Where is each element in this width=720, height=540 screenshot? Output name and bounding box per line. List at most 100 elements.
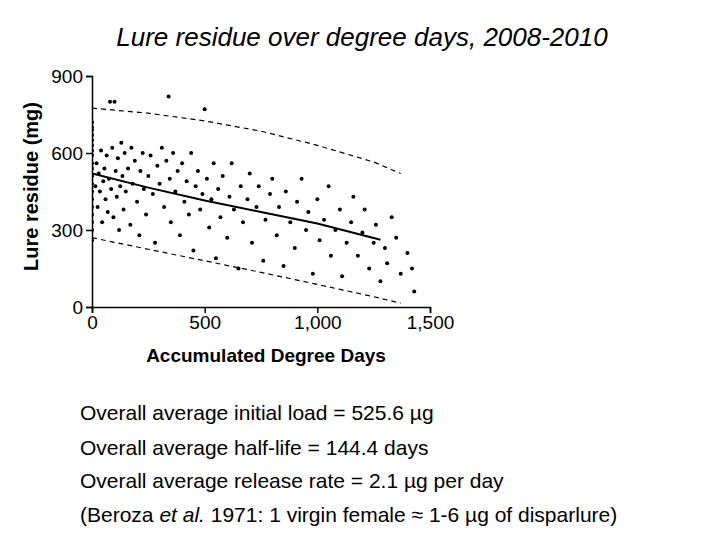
point	[367, 267, 371, 271]
point	[282, 264, 286, 268]
point	[304, 228, 308, 232]
annotation-text: (Beroza	[80, 503, 159, 526]
y-tick-label: 300	[51, 220, 83, 241]
x-tick-label: 500	[189, 312, 221, 333]
point	[311, 272, 315, 276]
point	[182, 200, 186, 204]
point	[214, 256, 218, 260]
point	[245, 197, 249, 201]
point	[92, 238, 94, 242]
point	[198, 207, 202, 211]
point	[191, 249, 195, 253]
y-axis-title: Lure residue (mg)	[20, 102, 42, 271]
point	[270, 177, 274, 181]
point	[146, 174, 150, 178]
point	[122, 207, 126, 211]
point	[116, 156, 120, 160]
point	[92, 120, 94, 124]
y-tick-mark	[86, 153, 92, 155]
point	[106, 210, 110, 214]
point	[203, 107, 207, 111]
point	[92, 143, 94, 147]
point	[250, 241, 254, 245]
point	[410, 267, 414, 271]
point	[104, 197, 108, 201]
point	[105, 154, 109, 158]
point	[300, 177, 304, 181]
point	[160, 146, 164, 150]
point	[218, 215, 222, 219]
point	[93, 184, 97, 188]
point	[92, 148, 94, 152]
plot-area	[92, 95, 416, 304]
point	[405, 251, 409, 255]
title: Lure residue over degree days, 2008-2010	[116, 22, 608, 52]
annotation-text: et al.	[159, 503, 205, 526]
y-tick: 600	[51, 143, 92, 164]
point	[412, 290, 416, 294]
point	[115, 195, 119, 199]
point	[189, 151, 193, 155]
point	[128, 223, 132, 227]
point	[92, 133, 94, 137]
point	[109, 187, 113, 191]
y-tick-label: 900	[51, 66, 83, 87]
point	[212, 161, 216, 165]
point	[141, 151, 145, 155]
point	[185, 179, 189, 183]
y-tick: 900	[51, 66, 92, 87]
point	[295, 200, 299, 204]
annotation-text: Overall average release rate = 2.1 µg pe…	[80, 469, 504, 492]
y-tick: 300	[51, 220, 92, 241]
y-tick-mark	[86, 307, 92, 309]
annotation-text: Overall average initial load = 525.6 µg	[80, 401, 434, 424]
point	[169, 220, 173, 224]
point	[351, 195, 355, 199]
x-tick: 1,000	[294, 307, 342, 333]
point	[92, 161, 94, 165]
point	[114, 169, 118, 173]
x-tick-label: 1,000	[294, 312, 342, 333]
annotation: (Beroza et al. 1971: 1 virgin female ≈ 1…	[80, 503, 617, 526]
fit-line	[92, 174, 380, 240]
point	[118, 184, 122, 188]
point	[92, 128, 94, 132]
point	[129, 146, 133, 150]
point	[275, 233, 279, 237]
point	[92, 190, 94, 194]
bound-line	[92, 108, 401, 173]
point	[149, 154, 153, 158]
point	[288, 220, 292, 224]
point	[322, 218, 326, 222]
point	[92, 197, 94, 201]
point	[96, 205, 100, 209]
point	[225, 236, 229, 240]
point	[257, 184, 261, 188]
point	[92, 154, 94, 158]
point	[230, 161, 234, 165]
point	[227, 195, 231, 199]
point	[180, 161, 184, 165]
point	[98, 190, 102, 194]
point	[123, 151, 127, 155]
point	[378, 279, 382, 283]
point	[153, 241, 157, 245]
point	[374, 223, 378, 227]
point	[264, 218, 268, 222]
point	[113, 100, 117, 104]
point	[268, 192, 272, 196]
point	[138, 169, 142, 173]
y-tick-mark	[86, 76, 92, 78]
point	[372, 241, 376, 245]
point	[356, 254, 360, 258]
point	[164, 159, 168, 163]
point	[95, 161, 99, 165]
point	[284, 190, 288, 194]
y-tick-mark	[86, 230, 92, 232]
point	[207, 225, 211, 229]
x-axis-line	[93, 308, 431, 314]
y-tick-label: 0	[72, 297, 83, 318]
point	[221, 174, 225, 178]
point	[277, 205, 281, 209]
y-tick-label: 600	[51, 143, 83, 164]
